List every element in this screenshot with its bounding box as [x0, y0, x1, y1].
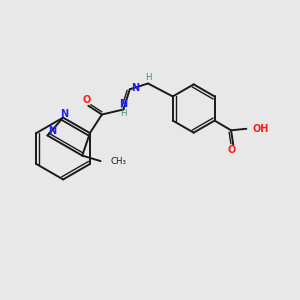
Text: CH₃: CH₃	[110, 157, 126, 166]
Text: N: N	[61, 109, 69, 119]
Text: N: N	[119, 99, 128, 109]
Text: H: H	[120, 109, 127, 118]
Text: N: N	[131, 83, 139, 93]
Text: N: N	[48, 126, 56, 136]
Text: O: O	[228, 145, 236, 155]
Text: OH: OH	[253, 124, 269, 134]
Text: H: H	[145, 73, 151, 82]
Text: O: O	[83, 95, 91, 105]
